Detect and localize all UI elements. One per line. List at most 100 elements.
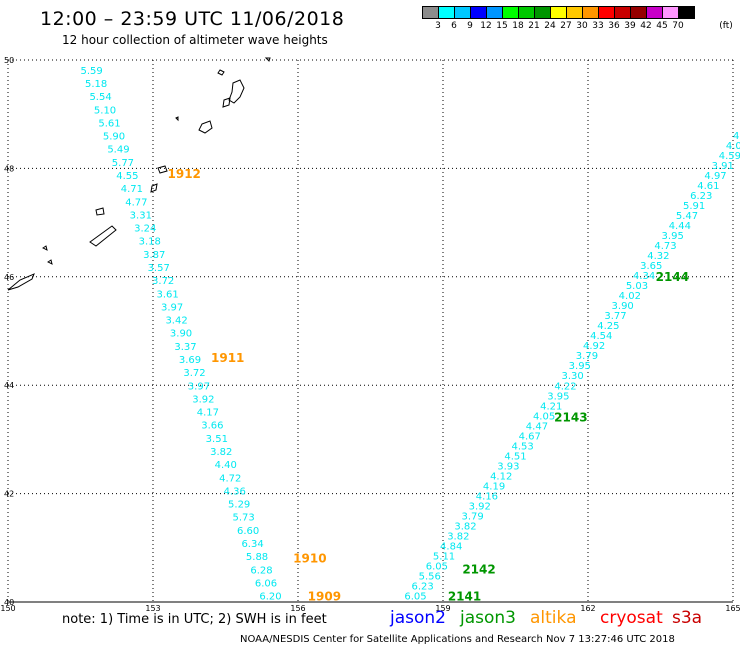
wave-height-value: 3.72: [152, 276, 174, 287]
satellite-name: s3a: [672, 608, 703, 628]
lon-tick-label: 162: [580, 604, 595, 613]
wave-height-value: 3.90: [612, 301, 634, 312]
time-labels: 1912 1911 1910 1909 2144 2143 2142 2141: [168, 167, 690, 604]
wave-height-value: 3.95: [662, 231, 684, 242]
legend-label: 15: [496, 21, 508, 31]
wave-height-value: 4.12: [490, 471, 512, 482]
wave-height-value: 4.40: [215, 460, 237, 471]
wave-height-value: 5.61: [98, 118, 120, 129]
wave-height-value: 3.95: [569, 361, 591, 372]
wave-height-value: 4.97: [704, 171, 726, 182]
wave-height-value: 3.79: [461, 511, 483, 522]
time-label: 1912: [168, 167, 201, 181]
wave-height-value: 4.34: [633, 271, 655, 282]
time-label: 2142: [462, 562, 495, 576]
lat-tick-label: 42: [4, 490, 14, 499]
time-label: 1911: [211, 351, 244, 365]
wave-height-value: 4.05: [533, 411, 555, 422]
wave-height-value: 4.25: [597, 321, 619, 332]
wave-height-value: 4.71: [121, 184, 143, 195]
time-label: 1910: [293, 552, 326, 566]
axis-labels: 150 153 156 159 162 165 40 42 44 46 48 50: [0, 56, 740, 613]
island-shape: [217, 69, 225, 76]
legend-label: 21: [528, 21, 540, 31]
wave-height-value: 6.05: [404, 592, 426, 603]
satellite-name: jason2: [390, 608, 446, 628]
wave-height-value: 5.18: [85, 79, 107, 90]
wave-height-value: 3.82: [447, 531, 469, 542]
wave-height-value: 4.72: [219, 473, 241, 484]
legend-swatch: [678, 6, 695, 19]
altimeter-tracks: 5.59 5.18 5.54 5.10 5.61 5.90 5.49 5.77 4.55 4.71…: [81, 66, 740, 603]
lon-tick-label: 156: [290, 604, 305, 613]
wave-height-value: 3.66: [201, 421, 223, 432]
wave-height-value: 3.97: [188, 381, 210, 392]
legend-labels: (ft) 3 6 9 12 15 18 21 24 27 30 33 36 39 42 45 70: [422, 19, 733, 33]
wave-height-value: 4.32: [647, 251, 669, 262]
wave-height-value: 3.92: [469, 501, 491, 512]
wave-height-value: 4.07: [726, 141, 740, 152]
island-shape: [222, 97, 231, 108]
wave-height-value: 4.84: [440, 542, 462, 553]
map-grid: [7, 59, 734, 603]
island-shape: [157, 165, 168, 174]
wave-height-value: 4.47: [526, 421, 548, 432]
island-shape: [95, 207, 105, 216]
wave-height-value: 4.77: [125, 197, 147, 208]
legend-label: 36: [608, 21, 620, 31]
wave-height-value: 4.53: [512, 441, 534, 452]
legend-label: 39: [624, 21, 636, 31]
island-shape: [264, 57, 271, 62]
wave-height-value: 3.82: [210, 447, 232, 458]
wave-height-value: 3.30: [562, 371, 584, 382]
footer-note: note: 1) Time is in UTC; 2) SWH is in fe…: [62, 612, 327, 627]
legend-label: 70: [672, 21, 684, 31]
legend-label: 18: [512, 21, 524, 31]
wave-height-value: 4.16: [476, 491, 498, 502]
wave-height-value: 3.77: [604, 311, 626, 322]
wave-height-value: 6.20: [259, 592, 281, 603]
wave-height-value: 5.91: [683, 201, 705, 212]
wave-height-value: 3.65: [640, 261, 662, 272]
wave-height-value: 6.23: [690, 191, 712, 202]
legend-label: 3: [435, 21, 441, 31]
legend-label: 6: [451, 21, 457, 31]
wave-height-value: 4.59: [719, 151, 740, 162]
island-shape: [7, 273, 35, 291]
legend-label: 9: [467, 21, 473, 31]
wave-height-value: 3.95: [547, 391, 569, 402]
lat-tick-label: 46: [4, 273, 14, 282]
wave-height-value: 4.67: [519, 431, 541, 442]
lat-tick-label: 50: [4, 56, 14, 65]
wave-height-value: 4.92: [583, 341, 605, 352]
legend-label: 12: [480, 21, 492, 31]
color-legend: (ft) 3 6 9 12 15 18 21 24 27 30 33 36 39 42 45 70: [422, 6, 733, 33]
legend-label: 30: [576, 21, 588, 31]
wave-height-value: 4.17: [197, 408, 219, 419]
wave-height-value: 3.79: [576, 351, 598, 362]
island-shape: [42, 245, 48, 251]
wave-height-value: 5.54: [89, 92, 111, 103]
wave-height-value: 6.34: [241, 539, 263, 550]
wave-height-value: 5.29: [228, 500, 250, 511]
wave-height-value: 5.77: [112, 158, 134, 169]
wave-height-value: 5.03: [626, 281, 648, 292]
wave-height-value: 4.61: [697, 181, 719, 192]
wave-height-value: 6.28: [250, 565, 272, 576]
lat-tick-label: 48: [4, 164, 14, 173]
satellite-name: cryosat: [600, 608, 663, 628]
time-label: 1909: [308, 590, 341, 604]
wave-height-value: 3.82: [454, 521, 476, 532]
wave-height-value: 4.02: [619, 291, 641, 302]
island-shape: [175, 116, 179, 122]
island-shape: [47, 259, 53, 265]
island-shape: [150, 183, 158, 193]
wave-height-value: 3.72: [183, 368, 205, 379]
lat-tick-label: 44: [4, 381, 14, 390]
legend-label: 42: [640, 21, 652, 31]
wave-height-value: 5.56: [419, 572, 441, 583]
lon-tick-label: 153: [145, 604, 160, 613]
time-label: 2141: [448, 590, 481, 604]
lon-tick-label: 150: [0, 604, 15, 613]
wave-height-value: 3.57: [148, 263, 170, 274]
